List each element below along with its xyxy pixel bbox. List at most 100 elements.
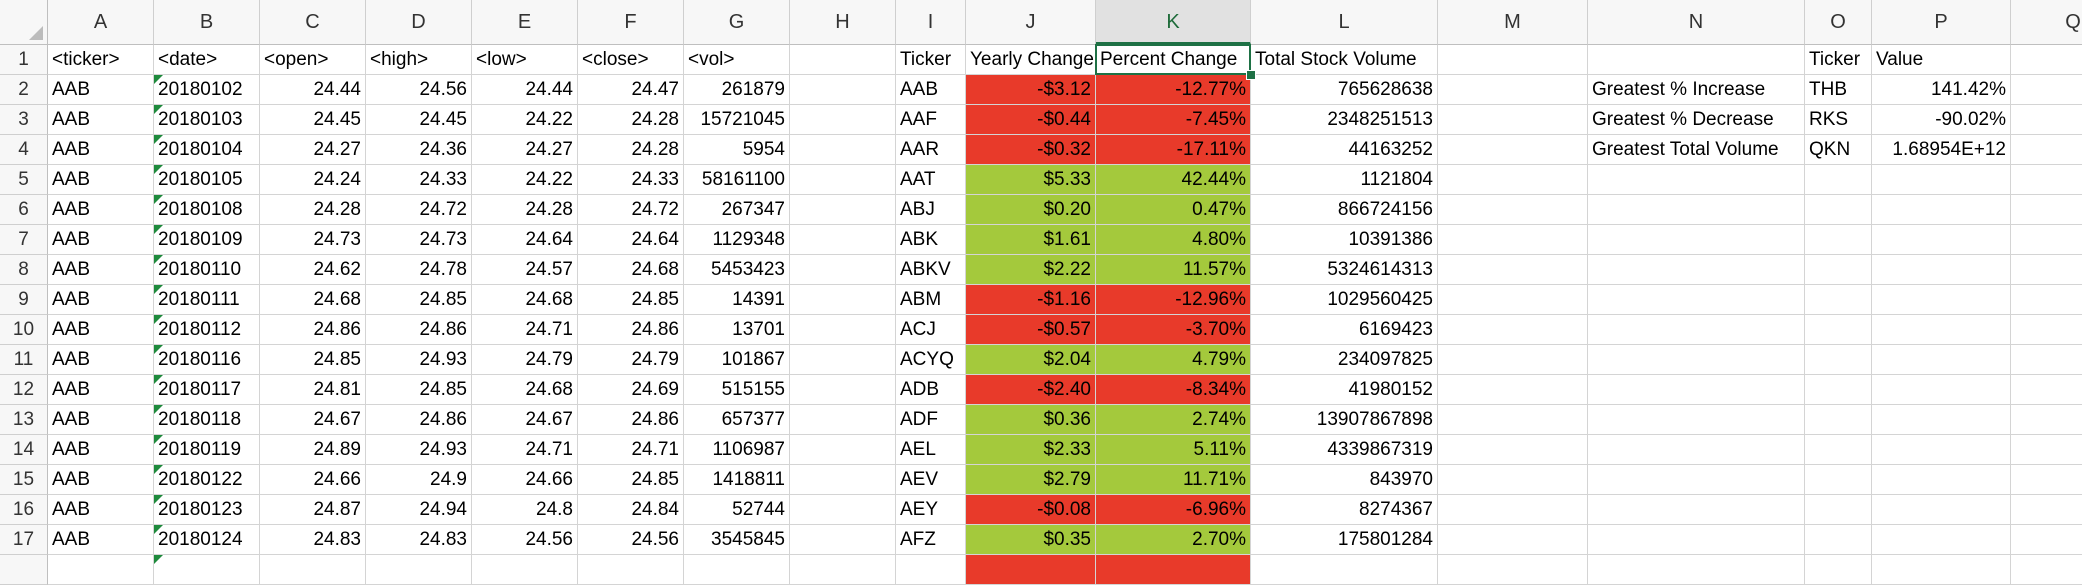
ticker-cell[interactable]: AAB xyxy=(48,195,154,225)
grid-cell[interactable] xyxy=(1438,405,1588,435)
percent-change-cell[interactable]: 2.74% xyxy=(1096,405,1251,435)
value-cell[interactable]: 13701 xyxy=(684,315,790,345)
column-header-a[interactable]: A xyxy=(48,0,154,45)
value-cell[interactable]: 24.8 xyxy=(472,495,578,525)
percent-change-cell[interactable]: -7.45% xyxy=(1096,105,1251,135)
summary-header-cell[interactable]: Total Stock Volume xyxy=(1251,45,1438,75)
grid-cell[interactable] xyxy=(2011,465,2082,495)
grid-cell[interactable] xyxy=(2011,525,2082,555)
date-cell[interactable]: 20180112 xyxy=(154,315,260,345)
grid-cell[interactable] xyxy=(1588,45,1805,75)
ticker-cell[interactable]: AAB xyxy=(48,375,154,405)
grid-cell[interactable] xyxy=(790,465,896,495)
date-cell[interactable]: 20180118 xyxy=(154,405,260,435)
grid-cell[interactable] xyxy=(1872,435,2011,465)
value-cell[interactable]: 24.81 xyxy=(260,375,366,405)
grid-cell[interactable] xyxy=(1805,285,1872,315)
grid-cell[interactable] xyxy=(1805,345,1872,375)
summary-ticker-cell[interactable]: ABM xyxy=(896,285,966,315)
summary-header-cell[interactable]: Ticker xyxy=(896,45,966,75)
yearly-change-cell[interactable]: $5.33 xyxy=(966,165,1096,195)
grid-cell[interactable] xyxy=(790,495,896,525)
raw-header-cell[interactable]: <close> xyxy=(578,45,684,75)
grid-cell[interactable] xyxy=(260,555,366,585)
total-volume-cell[interactable]: 6169423 xyxy=(1251,315,1438,345)
total-volume-cell[interactable]: 843970 xyxy=(1251,465,1438,495)
percent-change-cell[interactable]: 0.47% xyxy=(1096,195,1251,225)
row-header-8[interactable]: 8 xyxy=(0,255,48,285)
ticker-cell[interactable]: AAB xyxy=(48,75,154,105)
grid-cell[interactable] xyxy=(1872,375,2011,405)
value-cell[interactable]: 24.83 xyxy=(260,525,366,555)
ticker-cell[interactable]: AAB xyxy=(48,255,154,285)
date-cell-partial[interactable] xyxy=(154,555,260,585)
summary-ticker-cell[interactable]: ACJ xyxy=(896,315,966,345)
value-cell[interactable]: 24.24 xyxy=(260,165,366,195)
summary-ticker-cell[interactable]: AAF xyxy=(896,105,966,135)
value-cell[interactable]: 24.64 xyxy=(472,225,578,255)
grid-cell[interactable] xyxy=(578,555,684,585)
greatest-label-cell[interactable]: Greatest Total Volume xyxy=(1588,135,1805,165)
row-header-3[interactable]: 3 xyxy=(0,105,48,135)
grid-cell[interactable] xyxy=(2011,375,2082,405)
grid-cell[interactable] xyxy=(2011,225,2082,255)
column-header-m[interactable]: M xyxy=(1438,0,1588,45)
grid-cell[interactable] xyxy=(1588,405,1805,435)
value-cell[interactable]: 1129348 xyxy=(684,225,790,255)
grid-cell[interactable] xyxy=(1805,165,1872,195)
grid-cell[interactable] xyxy=(1438,315,1588,345)
grid-cell[interactable] xyxy=(2011,285,2082,315)
grid-cell[interactable] xyxy=(1872,255,2011,285)
date-cell[interactable]: 20180104 xyxy=(154,135,260,165)
value-cell[interactable]: 24.93 xyxy=(366,345,472,375)
ticker-cell[interactable]: AAB xyxy=(48,435,154,465)
value-cell[interactable]: 24.86 xyxy=(260,315,366,345)
value-cell[interactable]: 24.94 xyxy=(366,495,472,525)
row-header-6[interactable]: 6 xyxy=(0,195,48,225)
column-header-n[interactable]: N xyxy=(1588,0,1805,45)
column-header-p[interactable]: P xyxy=(1872,0,2011,45)
grid-cell[interactable] xyxy=(790,75,896,105)
column-header-o[interactable]: O xyxy=(1805,0,1872,45)
grid-cell[interactable] xyxy=(1588,525,1805,555)
row-header-7[interactable]: 7 xyxy=(0,225,48,255)
percent-change-cell[interactable]: 4.79% xyxy=(1096,345,1251,375)
value-cell[interactable]: 24.87 xyxy=(260,495,366,525)
row-header-1[interactable]: 1 xyxy=(0,45,48,75)
grid-cell[interactable] xyxy=(1438,195,1588,225)
greatest-label-cell[interactable]: Greatest % Increase xyxy=(1588,75,1805,105)
value-cell[interactable]: 24.27 xyxy=(472,135,578,165)
total-volume-cell[interactable]: 10391386 xyxy=(1251,225,1438,255)
value-cell[interactable]: 15721045 xyxy=(684,105,790,135)
summary-ticker-cell[interactable]: AAB xyxy=(896,75,966,105)
column-header-h[interactable]: H xyxy=(790,0,896,45)
value-cell[interactable]: 24.85 xyxy=(366,285,472,315)
column-header-d[interactable]: D xyxy=(366,0,472,45)
value-cell[interactable]: 24.66 xyxy=(472,465,578,495)
row-header-12[interactable]: 12 xyxy=(0,375,48,405)
grid-cell[interactable] xyxy=(1588,165,1805,195)
value-cell[interactable]: 24.56 xyxy=(472,525,578,555)
yearly-change-cell[interactable]: $2.04 xyxy=(966,345,1096,375)
grid-cell[interactable] xyxy=(1588,465,1805,495)
grid-cell[interactable] xyxy=(1588,195,1805,225)
grid-cell[interactable] xyxy=(790,255,896,285)
total-volume-cell[interactable]: 2348251513 xyxy=(1251,105,1438,135)
grid-cell[interactable] xyxy=(790,405,896,435)
value-cell[interactable]: 24.27 xyxy=(260,135,366,165)
date-cell[interactable]: 20180116 xyxy=(154,345,260,375)
value-cell[interactable]: 24.93 xyxy=(366,435,472,465)
greatest-header-cell[interactable]: Ticker xyxy=(1805,45,1872,75)
grid-cell[interactable] xyxy=(1872,195,2011,225)
date-cell[interactable]: 20180111 xyxy=(154,285,260,315)
value-cell[interactable]: 24.86 xyxy=(578,405,684,435)
value-cell[interactable]: 52744 xyxy=(684,495,790,525)
grid-cell[interactable] xyxy=(2011,345,2082,375)
summary-ticker-cell[interactable]: ADF xyxy=(896,405,966,435)
ticker-cell[interactable]: AAB xyxy=(48,285,154,315)
value-cell[interactable]: 24.22 xyxy=(472,165,578,195)
value-cell[interactable]: 24.67 xyxy=(260,405,366,435)
value-cell[interactable]: 24.33 xyxy=(578,165,684,195)
ticker-cell[interactable]: AAB xyxy=(48,165,154,195)
column-header-j[interactable]: J xyxy=(966,0,1096,45)
